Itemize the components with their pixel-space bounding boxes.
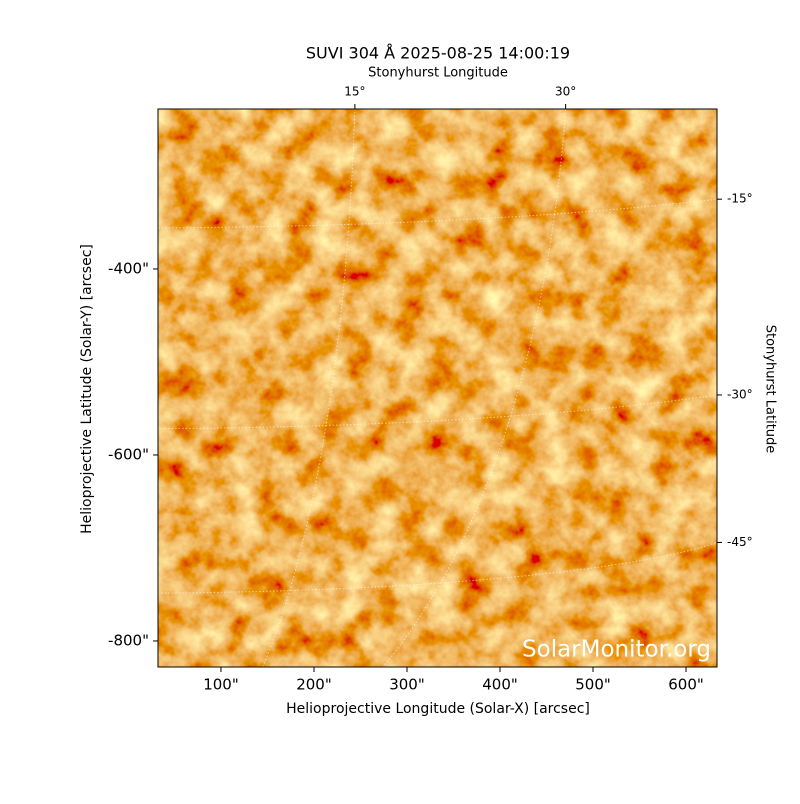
top-tick-label: 30° — [555, 85, 576, 99]
y-axis-label: Helioprojective Latitude (Solar-Y) [arcs… — [79, 244, 95, 534]
top-tick-label: 15° — [344, 85, 365, 99]
x-tick-label: 500" — [575, 676, 611, 694]
x-tick-label: 400" — [482, 676, 518, 694]
x-tick-label: 300" — [389, 676, 425, 694]
y-tick-label: -400" — [108, 259, 149, 277]
chart-title: SUVI 304 Å 2025-08-25 14:00:19 — [306, 44, 570, 63]
right-axis-label: Stonyhurst Latitude — [763, 325, 778, 454]
plot-frame — [157, 108, 718, 668]
right-tick-label: -30° — [727, 387, 753, 401]
right-tick-label: -45° — [727, 535, 753, 549]
plot-area: SolarMonitor.org — [158, 109, 717, 667]
x-axis-label: Helioprojective Longitude (Solar-X) [arc… — [286, 701, 590, 717]
right-tick-label: -15° — [727, 192, 753, 206]
y-tick-label: -800" — [108, 631, 149, 649]
x-tick-label: 200" — [296, 676, 332, 694]
solar-texture — [158, 109, 717, 667]
watermark: SolarMonitor.org — [522, 637, 711, 663]
y-tick-label: -600" — [108, 445, 149, 463]
x-tick-label: 100" — [203, 676, 239, 694]
x-tick-label: 600" — [668, 676, 704, 694]
top-axis-label: Stonyhurst Longitude — [368, 66, 508, 81]
